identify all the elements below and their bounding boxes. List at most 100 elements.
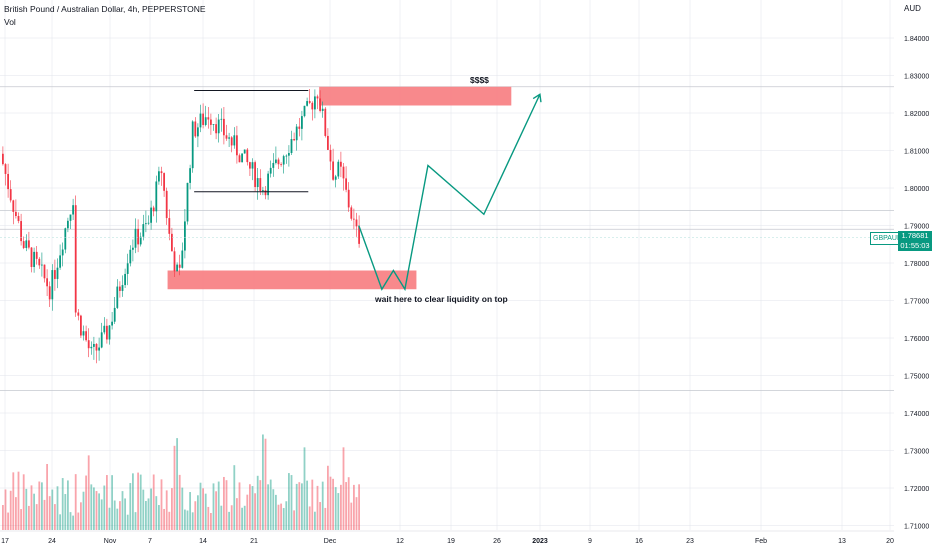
- zones: [167, 86, 512, 290]
- candle-body: [43, 264, 46, 279]
- volume-bar: [181, 487, 184, 530]
- last-price-value: 1.78681: [901, 231, 929, 240]
- volume-bar: [25, 488, 28, 530]
- candle-body: [308, 101, 311, 103]
- time-tick-label: 7: [148, 538, 152, 545]
- volume-bar: [202, 488, 204, 530]
- candle-body: [38, 258, 41, 266]
- time-tick-label: 12: [396, 538, 404, 545]
- volume-bar: [106, 475, 108, 530]
- candle-body: [347, 189, 350, 208]
- candle-body: [51, 270, 54, 300]
- volume-bar: [212, 483, 215, 530]
- candle-body: [54, 270, 56, 279]
- volume-bar: [171, 488, 173, 530]
- candle-body: [243, 149, 246, 154]
- candle-body: [334, 176, 337, 180]
- volume-bar: [12, 472, 15, 530]
- volume-bar: [285, 501, 288, 530]
- candle-body: [280, 164, 282, 166]
- candle-body: [290, 139, 293, 154]
- volume-bar: [173, 445, 176, 530]
- volume-bar: [340, 484, 342, 530]
- horizontal-levels: [0, 86, 894, 391]
- volume-bar: [77, 512, 80, 530]
- candle-body: [228, 137, 230, 139]
- supply-zone: [319, 86, 512, 106]
- candle-body: [293, 139, 295, 141]
- volume-bar: [7, 512, 9, 530]
- volume-bar: [230, 505, 233, 530]
- price-tick-label: 1.75000: [904, 374, 929, 381]
- candle-body: [41, 264, 43, 266]
- candle-body: [132, 247, 134, 250]
- liquidity-annotation: wait here to clear liquidity on top: [375, 294, 508, 304]
- volume-bar: [119, 501, 121, 530]
- last-price-box: 1.78681 01:55:03: [898, 231, 932, 251]
- volume-bar: [269, 479, 272, 530]
- volume-bar: [220, 505, 223, 530]
- candle-body: [345, 178, 347, 190]
- volume-bar: [249, 484, 251, 530]
- volume-bar: [137, 472, 139, 530]
- candle-body: [350, 207, 353, 219]
- candle-body: [142, 224, 145, 237]
- candle-body: [82, 331, 85, 336]
- volume-bar: [314, 511, 316, 530]
- candle-body: [69, 214, 72, 221]
- candle-body: [12, 200, 15, 212]
- candle-body: [59, 255, 61, 268]
- candle-body: [223, 118, 225, 136]
- candle-body: [298, 126, 301, 129]
- candle-body: [171, 233, 173, 252]
- volume-bar: [295, 483, 298, 530]
- volume-bar: [350, 502, 353, 530]
- volume-bar: [282, 508, 285, 530]
- candle-body: [233, 135, 236, 146]
- volume-bar: [124, 498, 126, 530]
- volume-bar: [334, 487, 337, 530]
- candle-body: [80, 315, 82, 336]
- candle-body: [314, 96, 316, 110]
- candle-body: [22, 241, 25, 249]
- candles: [2, 88, 360, 364]
- volume-bar: [150, 488, 152, 530]
- candle-body: [137, 228, 139, 245]
- candle-body: [311, 102, 314, 110]
- time-tick-label: Nov: [104, 538, 117, 545]
- volume-bar: [272, 489, 275, 530]
- candle-body: [56, 267, 59, 279]
- volume-bar: [194, 501, 197, 530]
- candle-body: [319, 98, 321, 111]
- volume-bar: [215, 491, 217, 530]
- volume-bar: [30, 485, 33, 530]
- volume-bar: [327, 465, 329, 530]
- candle-body: [301, 116, 303, 129]
- volume-bar: [103, 485, 106, 530]
- volume-bar: [113, 500, 116, 530]
- candle-body: [327, 135, 329, 150]
- volume-bar: [233, 465, 236, 530]
- volume-bar: [80, 502, 82, 530]
- volume-bar: [155, 496, 158, 530]
- volume-bar: [324, 507, 327, 530]
- candle-body: [272, 162, 275, 168]
- volume-bar: [308, 506, 311, 530]
- candle-body: [121, 285, 124, 291]
- volume-bar: [108, 507, 111, 530]
- candle-body: [178, 264, 181, 268]
- time-tick-label: 9: [588, 538, 592, 545]
- volume-bar: [329, 476, 332, 530]
- volume-bar: [256, 475, 259, 530]
- candle-body: [259, 178, 262, 192]
- candle-body: [262, 190, 264, 192]
- bar-countdown: 01:55:03: [900, 241, 930, 250]
- chart-title: British Pound / Australian Dollar, 4h, P…: [4, 4, 206, 14]
- candle-body: [111, 321, 113, 326]
- volume-bar: [316, 485, 319, 530]
- candle-body: [74, 205, 77, 313]
- candle-body: [225, 135, 228, 139]
- volume-bar: [191, 512, 194, 530]
